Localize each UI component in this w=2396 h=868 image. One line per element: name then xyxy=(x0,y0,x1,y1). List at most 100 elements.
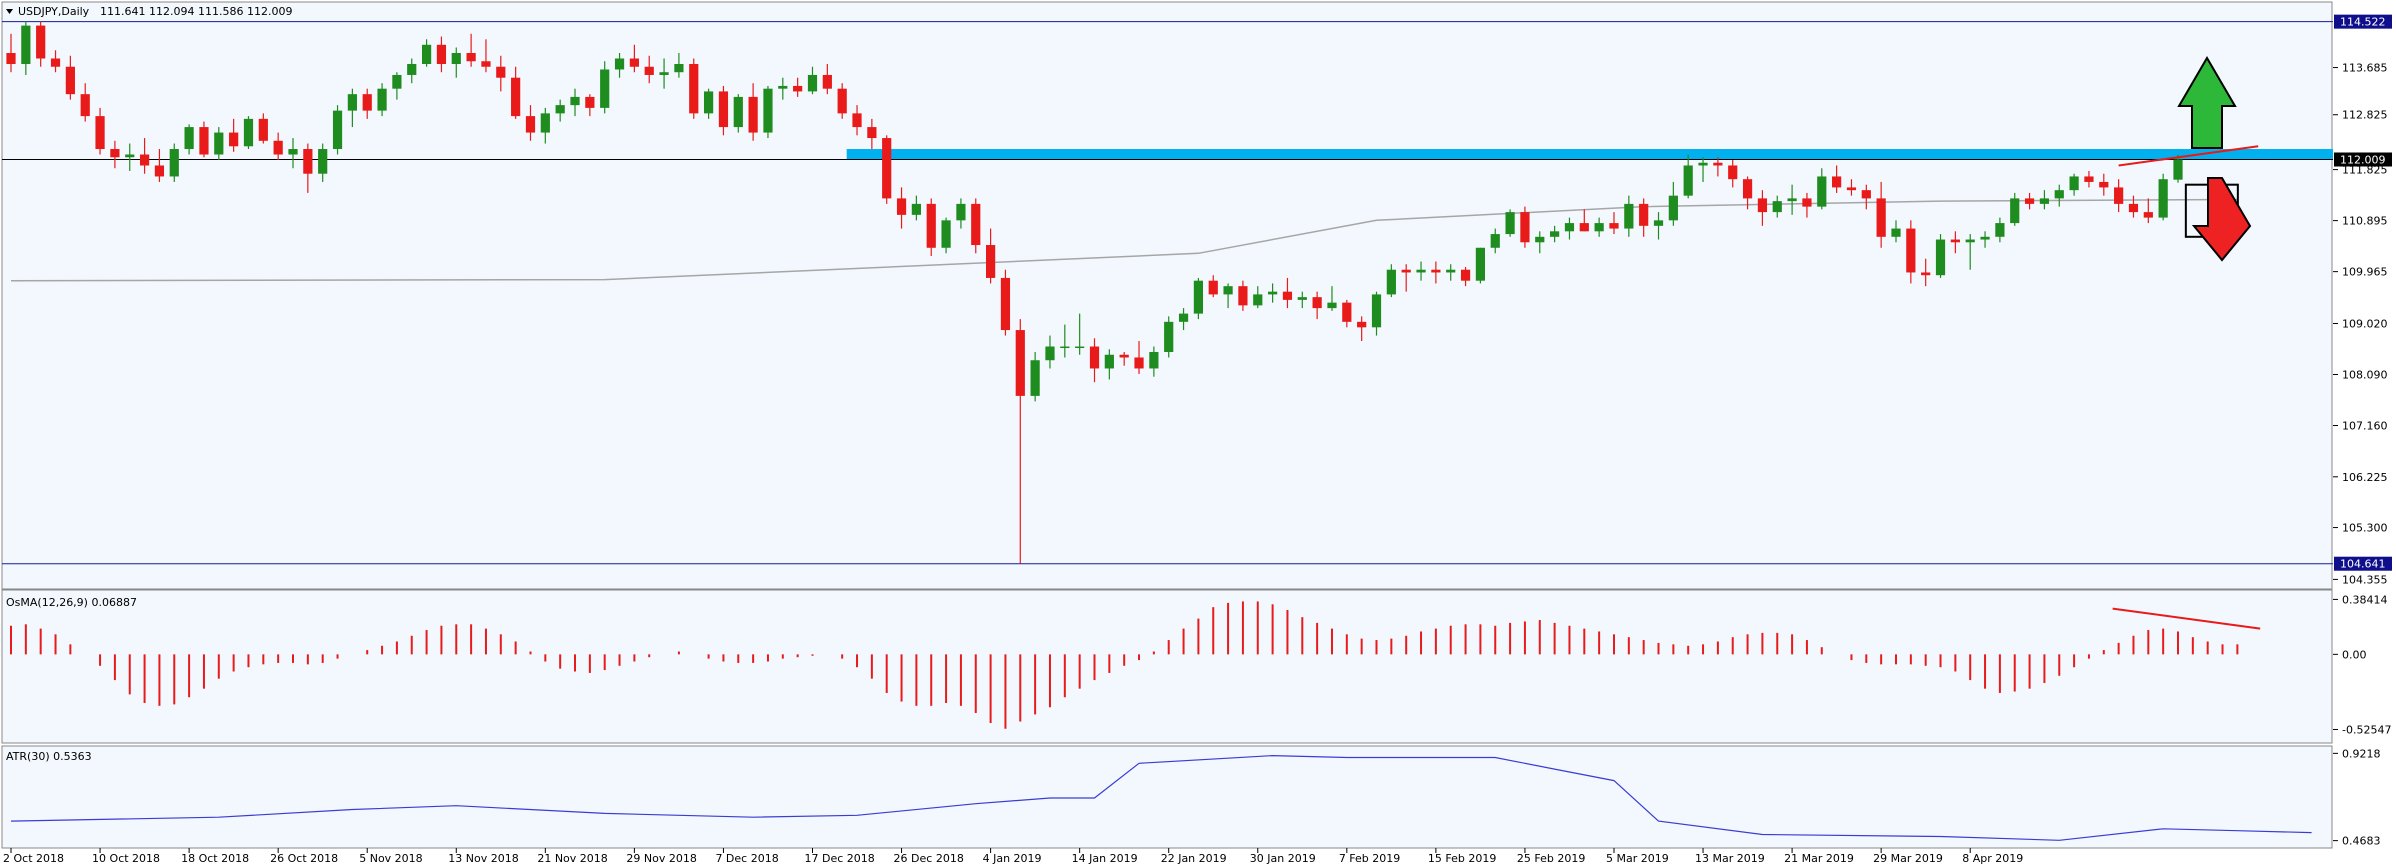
candle-body xyxy=(2114,187,2124,204)
osma-tick-label: 0.38414 xyxy=(2342,593,2388,606)
candle-body xyxy=(154,165,165,177)
candle-body xyxy=(229,132,239,147)
osma-tick-label: 0.00 xyxy=(2342,648,2367,661)
candle-body xyxy=(347,94,357,111)
candle-body xyxy=(1683,165,1693,196)
candle-body xyxy=(2099,181,2109,188)
candle-body xyxy=(1119,354,1129,358)
candle-body xyxy=(288,149,298,155)
candle-body xyxy=(1030,360,1040,396)
candle-body xyxy=(1000,277,1011,331)
candle-body xyxy=(570,96,580,106)
date-tick-label: 22 Jan 2019 xyxy=(1161,852,1227,865)
candle-body xyxy=(511,77,521,117)
candle-body xyxy=(303,149,313,174)
main-plot-area xyxy=(1,1,2333,590)
candle-body xyxy=(1386,269,1396,295)
candle-body xyxy=(36,25,46,59)
candle-body xyxy=(421,44,432,64)
candle-body xyxy=(1832,176,1842,188)
candle-body xyxy=(1446,269,1456,273)
candle-body xyxy=(1921,272,1931,276)
moving-average-line xyxy=(10,198,2238,282)
candle-body xyxy=(1980,236,1990,240)
candle-body xyxy=(2054,190,2064,199)
date-tick-label: 29 Mar 2019 xyxy=(1873,852,1943,865)
candle-body xyxy=(1268,291,1278,295)
candle-body xyxy=(941,220,951,248)
candle-body xyxy=(2024,198,2035,204)
candle-body xyxy=(21,25,31,64)
candle-body xyxy=(1149,352,1159,369)
date-tick-label: 14 Jan 2019 xyxy=(1072,852,1138,865)
date-tick-label: 7 Feb 2019 xyxy=(1339,852,1400,865)
candle-body xyxy=(1401,269,1411,273)
candle-body xyxy=(911,203,921,215)
candle-body xyxy=(1995,223,2005,237)
candle-body xyxy=(1342,302,1352,322)
candle-body xyxy=(199,127,209,155)
candle-body xyxy=(1802,198,1812,207)
candle-body xyxy=(1950,239,1960,243)
candle-body xyxy=(243,118,254,147)
candle-body xyxy=(1490,234,1500,248)
candle-body xyxy=(1891,228,1901,237)
atr-line xyxy=(10,754,2312,841)
candle-body xyxy=(748,96,758,133)
candle-body xyxy=(65,66,75,95)
candle-body xyxy=(718,91,729,128)
candle-body xyxy=(1089,346,1100,369)
date-tick-label: 5 Nov 2018 xyxy=(359,852,422,865)
candle-body xyxy=(481,61,491,67)
candle-body xyxy=(2173,159,2183,180)
candle-body xyxy=(1193,280,1203,314)
candle-body xyxy=(50,58,61,67)
price-label-bottom: 104.641 xyxy=(2340,558,2386,571)
candle-body xyxy=(1178,313,1189,322)
candle-body xyxy=(1075,346,1085,349)
candle-body xyxy=(1535,236,1545,243)
candle-body xyxy=(837,88,847,114)
candle-body xyxy=(1238,286,1248,306)
candle-body xyxy=(1327,302,1337,309)
candle-body xyxy=(600,69,610,108)
candle-body xyxy=(882,138,892,199)
candle-body xyxy=(1564,223,1575,232)
price-tick-label: 104.355 xyxy=(2342,573,2388,586)
date-tick-label: 15 Feb 2019 xyxy=(1428,852,1496,865)
candle-body xyxy=(1357,321,1367,328)
candle-body xyxy=(703,91,714,114)
osma-header: OsMA(12,26,9) 0.06887 xyxy=(6,596,137,609)
osma-divergence-line xyxy=(2112,607,2261,630)
candle-body xyxy=(2039,198,2050,204)
price-label-box xyxy=(2334,556,2392,571)
candle-body xyxy=(926,203,936,248)
candle-body xyxy=(659,72,669,75)
candle-body xyxy=(1431,269,1441,273)
candle-body xyxy=(2069,176,2079,191)
candle-body xyxy=(1550,231,1560,237)
date-tick-label: 26 Dec 2018 xyxy=(894,852,964,865)
candle-body xyxy=(1668,195,1678,221)
price-tick-label: 109.020 xyxy=(2342,317,2388,330)
candle-body xyxy=(1728,165,1738,180)
candle-body xyxy=(1015,330,1025,396)
candle-body xyxy=(436,44,447,64)
menu-triangle-icon[interactable] xyxy=(6,9,13,14)
candle-body xyxy=(258,118,268,141)
candle-body xyxy=(1371,294,1382,328)
candle-body xyxy=(1653,220,1664,226)
date-tick-label: 7 Dec 2018 xyxy=(715,852,778,865)
candle-body xyxy=(451,53,461,64)
candle-body xyxy=(1906,228,1916,273)
candle-body xyxy=(1861,190,1871,199)
candle-body xyxy=(555,105,565,114)
price-tick-label: 106.225 xyxy=(2342,471,2388,484)
candle-body xyxy=(377,88,387,111)
candle-body xyxy=(1579,223,1589,232)
candle-body xyxy=(1742,179,1753,199)
candle-body xyxy=(1757,198,1768,213)
atr-header: ATR(30) 0.5363 xyxy=(6,750,92,763)
date-tick-label: 10 Oct 2018 xyxy=(92,852,160,865)
price-layer xyxy=(2,21,2333,565)
